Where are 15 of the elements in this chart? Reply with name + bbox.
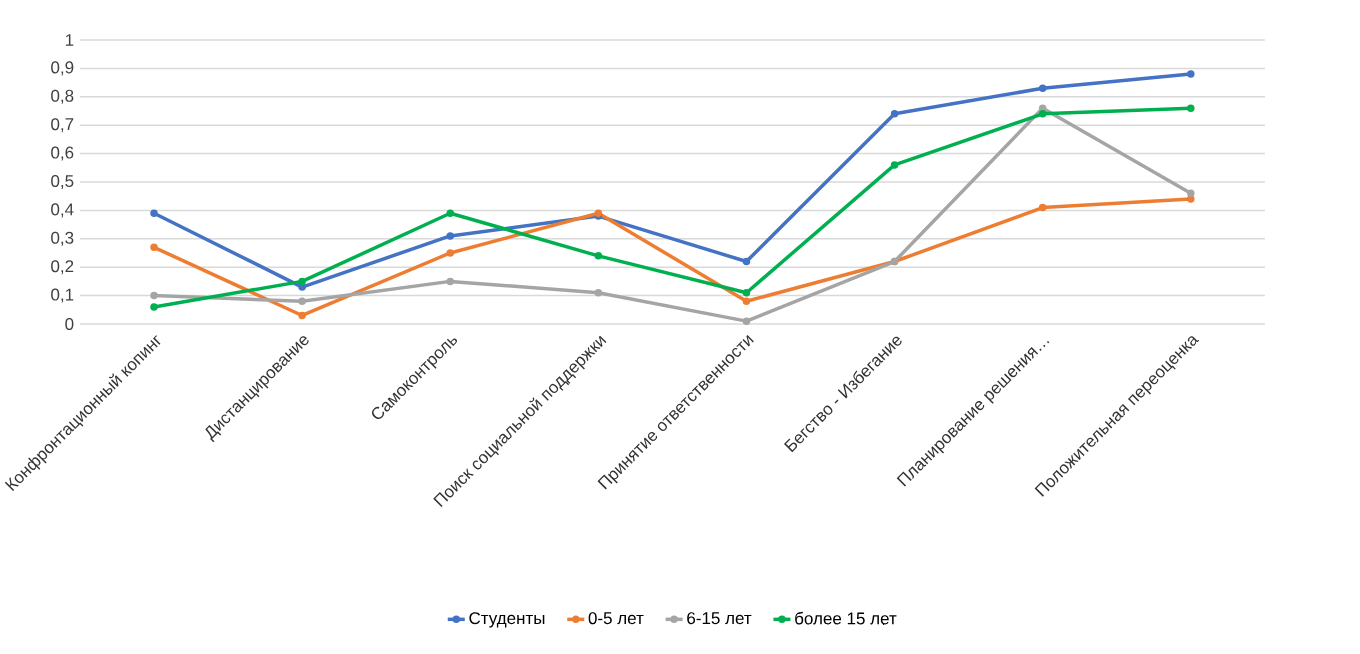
y-tick-label: 0,9 bbox=[51, 61, 74, 76]
y-tick-label: 0,3 bbox=[51, 231, 74, 246]
y-tick-label: 1 bbox=[65, 34, 74, 46]
y-tick-label: 0,5 bbox=[51, 174, 74, 190]
y-tick-label: 0,1 bbox=[51, 288, 74, 303]
legend-label: 0-5 лет bbox=[588, 612, 644, 625]
y-tick-label: 0,4 bbox=[51, 203, 74, 218]
y-tick-label: 0 bbox=[65, 317, 74, 331]
legend-label: 6-15 лет bbox=[687, 612, 752, 625]
y-tick-label: 0,2 bbox=[51, 260, 74, 275]
y-tick-label: 0,8 bbox=[51, 89, 74, 104]
y-tick-label: 0,6 bbox=[51, 146, 74, 161]
y-tick-label: 0,7 bbox=[51, 118, 74, 133]
legend-label: Студенты bbox=[469, 612, 545, 628]
legend-label: более 15 лет bbox=[795, 611, 897, 625]
